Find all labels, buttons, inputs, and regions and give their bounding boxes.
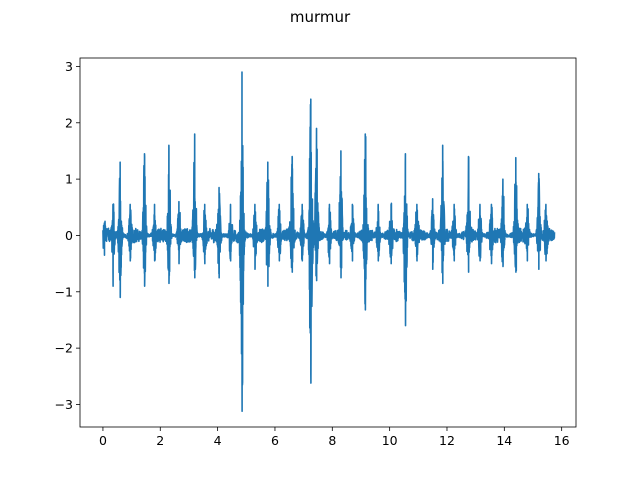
y-tick-label: 0	[65, 228, 73, 243]
y-tick-label: −3	[55, 397, 73, 412]
y-tick-label: 2	[65, 115, 73, 130]
x-tick-label: 8	[328, 433, 336, 448]
y-tick-label: −2	[55, 341, 73, 356]
x-tick-label: 14	[496, 433, 512, 448]
x-axis: 0 2 4 6 8 10 12 14 16	[99, 427, 570, 448]
x-tick-label: 10	[382, 433, 398, 448]
x-tick-label: 0	[99, 433, 107, 448]
x-tick-label: 6	[271, 433, 279, 448]
series-line	[102, 71, 556, 413]
plot-area	[102, 71, 556, 413]
plot-frame	[79, 57, 577, 428]
x-tick-label: 4	[214, 433, 222, 448]
x-tick-label: 12	[439, 433, 455, 448]
chart-title: murmur	[290, 8, 351, 26]
y-axis: −3 −2 −1 0 1 2 3	[55, 59, 80, 412]
y-tick-label: 3	[65, 59, 73, 74]
y-tick-label: −1	[55, 284, 73, 299]
y-tick-label: 1	[65, 172, 73, 187]
x-tick-label: 16	[554, 433, 570, 448]
x-tick-label: 2	[156, 433, 164, 448]
